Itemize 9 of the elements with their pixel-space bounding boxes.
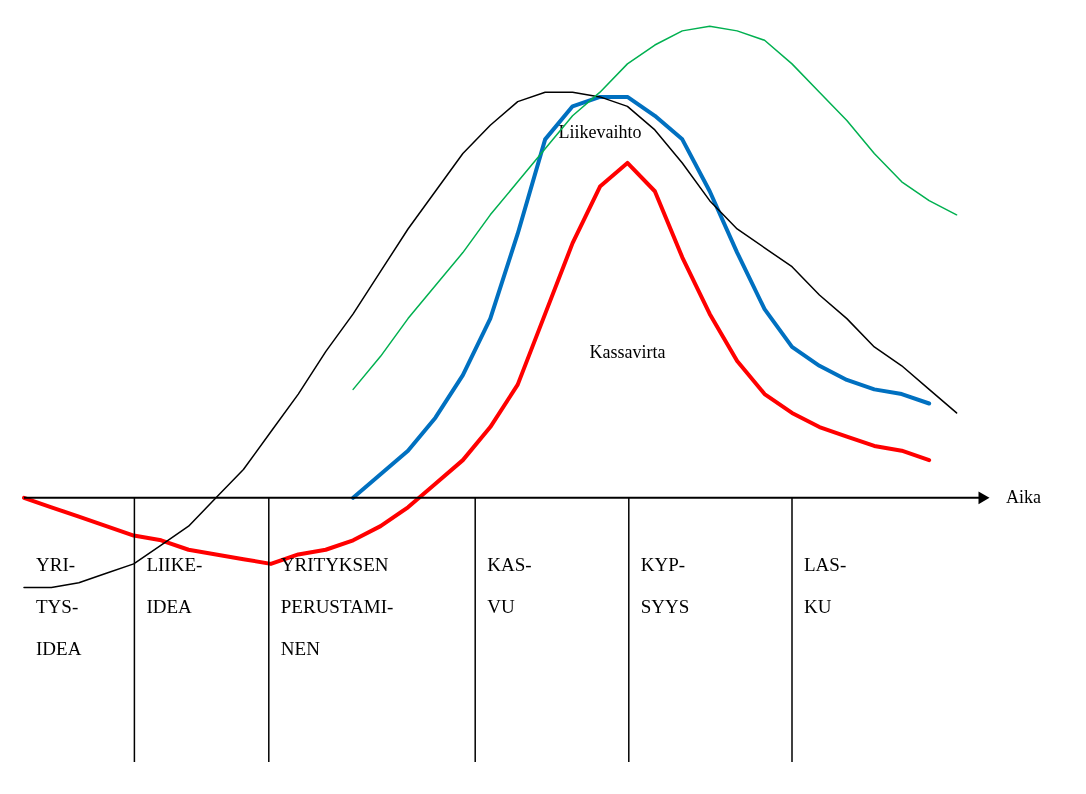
series-label: Liikevaihto <box>558 121 642 142</box>
annotation: YRI- TYS- IDEA <box>36 553 82 659</box>
annotation: KAS- VU <box>487 553 532 617</box>
annotation: KYP- SYYS <box>640 553 690 617</box>
annotation: LIIKE- IDEA <box>146 553 203 617</box>
x-axis-title: Aika <box>1006 486 1041 507</box>
text: Kassavirta <box>589 341 666 362</box>
annotation: YRITYKSEN PERUSTAMI- NEN <box>280 553 394 659</box>
annotation: LAS- KU <box>804 553 847 617</box>
